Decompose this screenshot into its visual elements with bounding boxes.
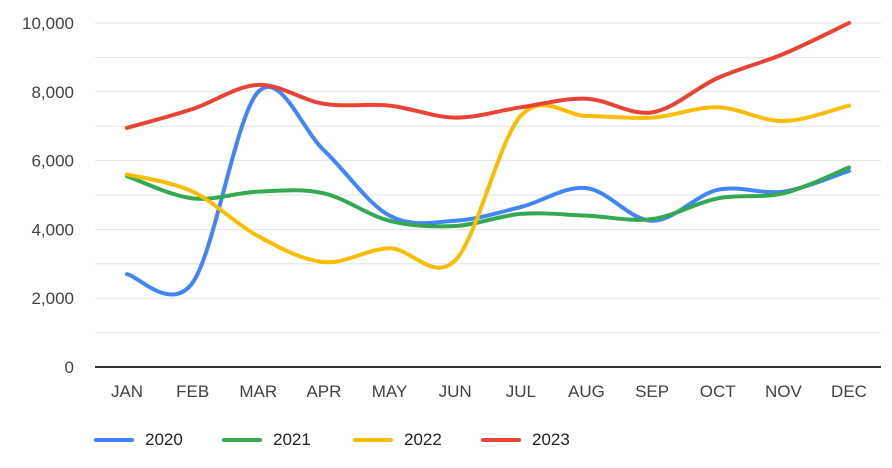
legend-label: 2021	[273, 430, 311, 449]
y-axis-label: 2,000	[31, 289, 74, 308]
x-axis-label: MAR	[239, 382, 277, 401]
y-axis-label: 4,000	[31, 220, 74, 239]
x-axis-label: AUG	[568, 382, 605, 401]
series-line-2021	[125, 165, 851, 229]
series-line-2022	[125, 103, 851, 270]
y-axis-label: 6,000	[31, 152, 74, 171]
x-axis-labels: JAN FEB MAR APR MAY JUN JUL AUG SEP OCT NOV DEC	[111, 382, 867, 401]
legend-swatch-2021	[222, 438, 262, 442]
y-axis-label: 8,000	[31, 83, 74, 102]
legend-label: 2020	[145, 430, 183, 449]
x-axis-label: APR	[306, 382, 341, 401]
legend-item-2021[interactable]: 2021	[222, 430, 311, 450]
x-axis-label: JAN	[111, 382, 143, 401]
legend-swatch-2020	[94, 438, 134, 442]
legend-item-2022[interactable]: 2022	[353, 430, 442, 450]
legend-swatch-2023	[481, 438, 521, 442]
x-axis-label: JUL	[506, 382, 536, 401]
x-axis-label: FEB	[176, 382, 209, 401]
series-lines	[125, 21, 851, 297]
y-axis-label: 0	[65, 358, 74, 377]
x-axis-label: DEC	[831, 382, 867, 401]
series-line-2023	[125, 21, 851, 130]
x-axis-label: MAY	[372, 382, 408, 401]
chart-legend: 2020 2021 2022 2023	[0, 430, 892, 452]
series-line-2020	[125, 85, 851, 297]
legend-label: 2022	[404, 430, 442, 449]
x-axis-label: JUN	[439, 382, 472, 401]
y-axis-labels: 0 2,000 4,000 6,000 8,000 10,000	[22, 14, 74, 377]
line-chart: 0 2,000 4,000 6,000 8,000 10,000 JAN FEB MAR APR…	[22, 14, 881, 401]
legend-swatch-2022	[353, 438, 393, 442]
x-axis-label: NOV	[765, 382, 803, 401]
x-axis-label: OCT	[700, 382, 736, 401]
legend-item-2023[interactable]: 2023	[481, 430, 570, 450]
legend-label: 2023	[532, 430, 570, 449]
y-axis-label: 10,000	[22, 14, 74, 33]
legend-item-2020[interactable]: 2020	[94, 430, 183, 450]
x-axis-label: SEP	[635, 382, 669, 401]
